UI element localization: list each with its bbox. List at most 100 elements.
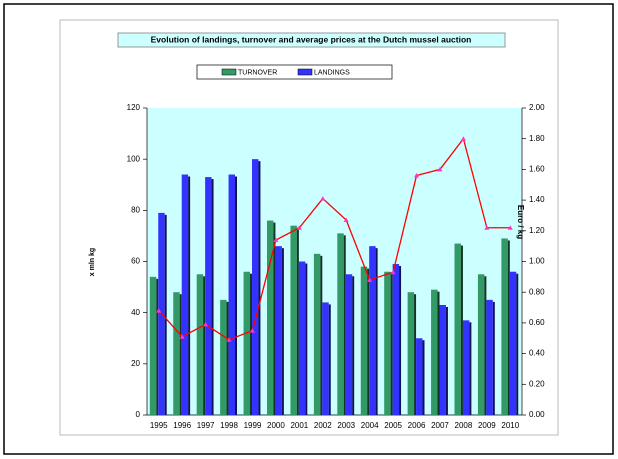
- bar-side: [352, 276, 355, 415]
- bar: [477, 274, 485, 415]
- bar-side: [460, 245, 463, 415]
- bar-side: [390, 273, 393, 415]
- y-tick-label: 40: [131, 308, 140, 317]
- y-tick-label: 60: [131, 257, 140, 266]
- price-line: [158, 137, 511, 341]
- bar-side: [469, 322, 472, 415]
- y2-tick-label: 0.80: [529, 287, 545, 296]
- price-marker: [343, 217, 349, 223]
- bar: [431, 289, 438, 415]
- x-tick-label: 1999: [244, 421, 262, 430]
- y2-tick-label: 0.60: [529, 318, 545, 327]
- x-tick-label: 2004: [361, 421, 379, 430]
- x-tick-label: 1995: [150, 421, 168, 430]
- bar-side: [507, 240, 510, 415]
- price-marker: [296, 225, 302, 230]
- bar-side: [399, 266, 402, 415]
- bar: [322, 302, 329, 415]
- bar: [149, 276, 157, 415]
- legend-box: [196, 64, 393, 80]
- bar: [290, 225, 297, 415]
- bar: [392, 264, 400, 415]
- legend-label: LANDINGS: [314, 69, 350, 76]
- bar-side: [492, 301, 495, 415]
- x-tick-label: 1996: [173, 421, 191, 430]
- y2-tick-label: 1.00: [529, 257, 545, 266]
- bar: [439, 304, 446, 415]
- y2-tick-label: 1.80: [529, 134, 545, 143]
- price-marker: [507, 225, 513, 230]
- x-tick-label: 2006: [408, 421, 426, 430]
- x-tick-label: 2008: [455, 421, 473, 430]
- bar-side: [226, 301, 229, 415]
- x-tick-label: 1998: [220, 421, 238, 430]
- y-tick-label: 80: [131, 205, 140, 214]
- y-tick-label: 20: [131, 359, 140, 368]
- bar-side: [305, 263, 308, 415]
- bar: [275, 246, 282, 415]
- price-marker: [156, 308, 162, 313]
- price-marker: [203, 321, 209, 327]
- price-marker: [273, 237, 279, 243]
- bar: [462, 320, 470, 415]
- price-marker: [249, 328, 255, 333]
- bar-side: [320, 255, 323, 415]
- bar: [384, 271, 391, 415]
- y-tick-label: 0: [136, 410, 141, 419]
- y2-tick-label: 0.40: [529, 349, 545, 358]
- bar-side: [296, 227, 299, 415]
- bar-side: [516, 273, 519, 415]
- bar-side: [343, 235, 346, 415]
- bar-side: [422, 340, 425, 415]
- x-tick-label: 2007: [431, 421, 449, 430]
- bar: [454, 243, 461, 415]
- price-marker: [320, 196, 326, 201]
- bar-side: [203, 276, 206, 415]
- title-box: [117, 32, 506, 48]
- price-marker: [460, 136, 466, 141]
- price-marker: [437, 166, 443, 172]
- bar: [228, 174, 235, 415]
- bar-side: [484, 276, 487, 415]
- bar: [181, 174, 189, 415]
- bar-side: [273, 222, 276, 415]
- bar: [501, 238, 508, 415]
- y2-tick-label: 2.00: [529, 103, 545, 112]
- legend-swatch: [297, 68, 313, 76]
- price-marker: [414, 173, 420, 178]
- x-tick-label: 2009: [478, 421, 496, 430]
- bar-side: [445, 306, 448, 415]
- x-tick-label: 2005: [384, 421, 402, 430]
- price-marker: [367, 277, 373, 282]
- chart-title: Evolution of landings, turnover and aver…: [151, 34, 472, 44]
- price-marker: [390, 269, 396, 275]
- bar-side: [375, 248, 378, 415]
- bar: [313, 253, 321, 415]
- price-marker: [226, 337, 232, 342]
- price-marker: [179, 334, 185, 339]
- y2-tick-label: 0.00: [529, 410, 545, 419]
- x-tick-label: 1997: [197, 421, 215, 430]
- y2-tick-label: 1.40: [529, 195, 545, 204]
- bar-side: [281, 248, 284, 415]
- y-tick-label: 100: [127, 154, 141, 163]
- x-tick-label: 2000: [267, 421, 285, 430]
- bar: [345, 274, 353, 415]
- bar: [369, 246, 376, 415]
- y2-tick-label: 1.20: [529, 226, 545, 235]
- bar-side: [179, 294, 182, 415]
- bar-side: [258, 161, 261, 415]
- bar-side: [328, 304, 331, 415]
- bar: [173, 292, 180, 415]
- bar: [407, 292, 415, 415]
- x-tick-label: 2002: [314, 421, 332, 430]
- x-tick-label: 2003: [337, 421, 355, 430]
- bar: [298, 261, 306, 415]
- bar-side: [188, 176, 191, 415]
- bar: [360, 266, 368, 415]
- y-axis-label: x mln kg: [89, 248, 96, 276]
- y2-tick-label: 1.60: [529, 165, 545, 174]
- bar: [196, 274, 204, 415]
- bar-side: [164, 214, 167, 415]
